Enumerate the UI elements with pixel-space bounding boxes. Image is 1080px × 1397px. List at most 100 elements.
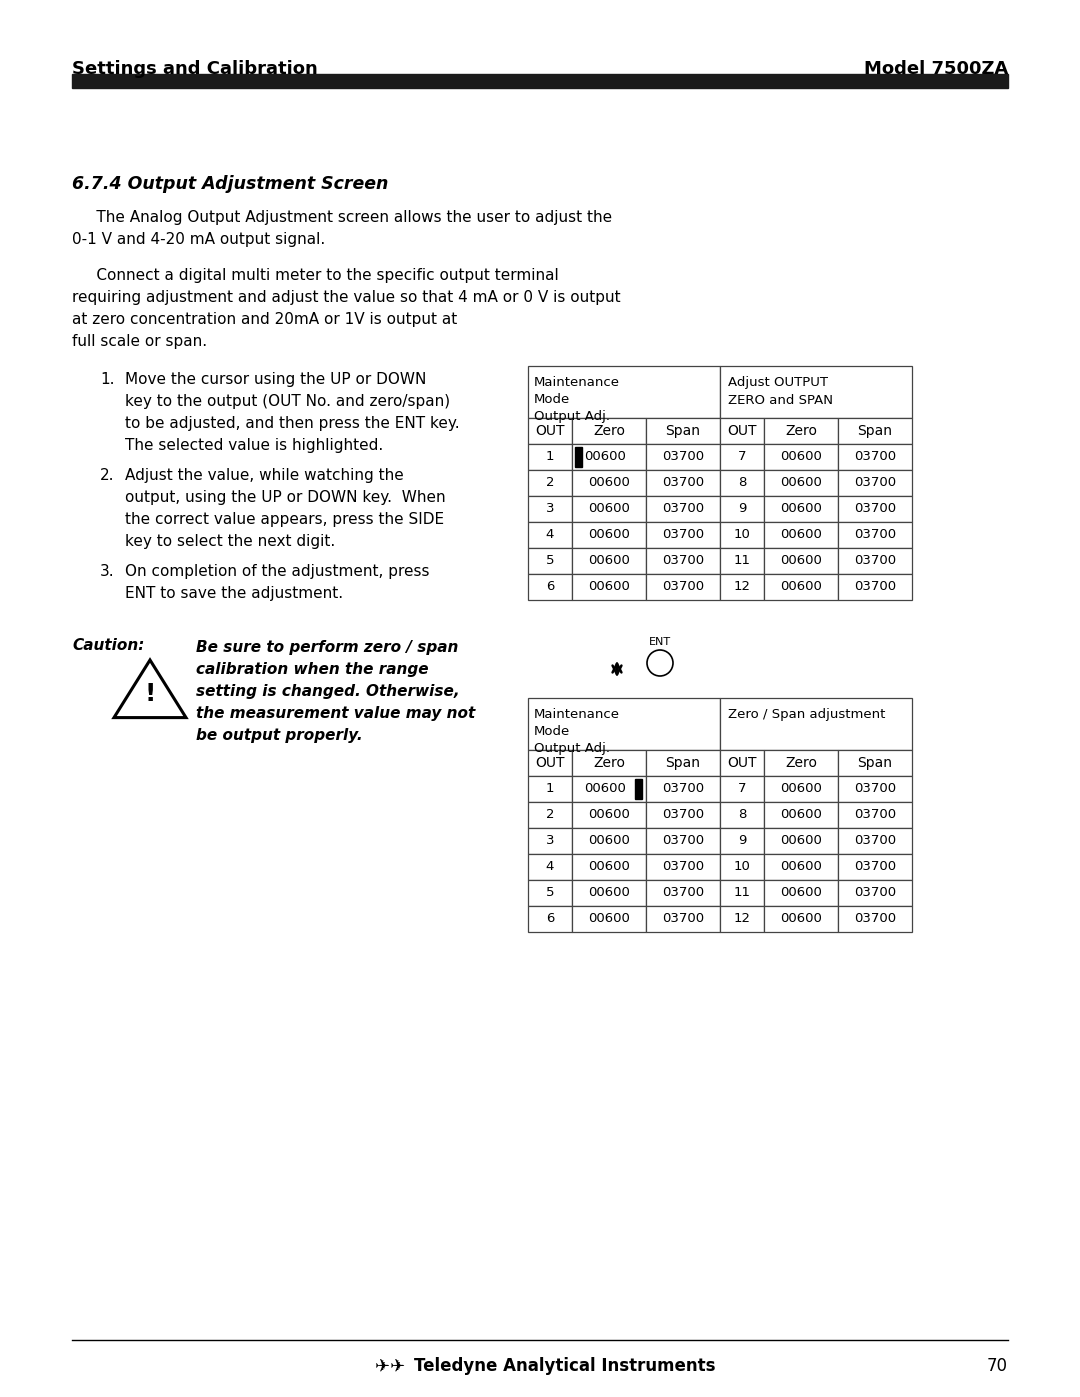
Bar (528, 907, 572, 932)
Text: setting is changed. Otherwise,: setting is changed. Otherwise, (195, 685, 460, 698)
Bar (764, 854, 838, 880)
Text: 03700: 03700 (854, 912, 896, 925)
Bar (572, 802, 646, 828)
Text: 00600: 00600 (589, 912, 630, 925)
Text: 00600: 00600 (780, 476, 822, 489)
Bar (720, 418, 764, 444)
Text: 9: 9 (738, 503, 746, 515)
Text: Mode: Mode (534, 725, 570, 738)
Text: Model 7500ZA: Model 7500ZA (864, 60, 1008, 78)
Text: Teledyne Analytical Instruments: Teledyne Analytical Instruments (414, 1356, 715, 1375)
Text: Adjust OUTPUT: Adjust OUTPUT (728, 376, 828, 388)
Text: 03700: 03700 (662, 887, 704, 900)
Bar (764, 775, 838, 802)
Text: 03700: 03700 (854, 782, 896, 795)
Text: OUT: OUT (536, 756, 565, 770)
Text: 00600: 00600 (589, 476, 630, 489)
Text: Zero: Zero (593, 425, 625, 439)
Text: 5: 5 (545, 555, 554, 567)
Text: 03700: 03700 (662, 581, 704, 594)
Text: Maintenance: Maintenance (534, 708, 620, 721)
Text: OUT: OUT (727, 756, 757, 770)
Text: 03700: 03700 (854, 834, 896, 848)
Text: Output Adj.: Output Adj. (534, 742, 610, 754)
Bar (764, 802, 838, 828)
Bar (720, 907, 764, 932)
Bar (572, 907, 646, 932)
Bar (838, 418, 912, 444)
Text: 00600: 00600 (780, 450, 822, 464)
Bar (528, 802, 572, 828)
Text: 00600: 00600 (589, 503, 630, 515)
Text: 7: 7 (738, 450, 746, 464)
Text: 03700: 03700 (662, 912, 704, 925)
Text: Move the cursor using the UP or DOWN: Move the cursor using the UP or DOWN (125, 372, 427, 387)
Bar (764, 522, 838, 548)
Bar (572, 775, 646, 802)
Bar (764, 496, 838, 522)
Bar (572, 880, 646, 907)
Text: Zero: Zero (593, 756, 625, 770)
Text: 00600: 00600 (584, 782, 626, 795)
Text: 00600: 00600 (780, 834, 822, 848)
Bar (646, 802, 720, 828)
Bar (646, 496, 720, 522)
Text: 70: 70 (987, 1356, 1008, 1375)
Text: 00600: 00600 (589, 834, 630, 848)
Text: 3: 3 (545, 834, 554, 848)
Bar (720, 880, 764, 907)
Text: ENT to save the adjustment.: ENT to save the adjustment. (125, 585, 343, 601)
Bar (764, 750, 838, 775)
Bar (838, 444, 912, 469)
Text: 00600: 00600 (780, 528, 822, 542)
Text: 00600: 00600 (780, 887, 822, 900)
Bar (572, 828, 646, 854)
Text: OUT: OUT (536, 425, 565, 439)
Bar (720, 522, 764, 548)
Text: The selected value is highlighted.: The selected value is highlighted. (125, 439, 383, 453)
Bar (720, 548, 764, 574)
Text: 03700: 03700 (662, 555, 704, 567)
Text: 3.: 3. (100, 564, 114, 578)
Text: 03700: 03700 (854, 581, 896, 594)
Bar (838, 548, 912, 574)
Text: 6: 6 (545, 581, 554, 594)
Text: Span: Span (858, 756, 892, 770)
Bar (646, 880, 720, 907)
Bar (528, 854, 572, 880)
Bar (572, 418, 646, 444)
Text: Adjust the value, while watching the: Adjust the value, while watching the (125, 468, 404, 483)
Text: 6: 6 (545, 912, 554, 925)
Text: 8: 8 (738, 809, 746, 821)
Text: 00600: 00600 (589, 809, 630, 821)
Bar (720, 828, 764, 854)
Bar (838, 775, 912, 802)
Text: key to the output (OUT No. and zero/span): key to the output (OUT No. and zero/span… (125, 394, 450, 409)
Bar (572, 548, 646, 574)
Bar (646, 750, 720, 775)
Text: Caution:: Caution: (72, 638, 145, 652)
Text: 03700: 03700 (662, 476, 704, 489)
Text: 00600: 00600 (589, 861, 630, 873)
Text: 10: 10 (733, 528, 751, 542)
Text: Output Adj.: Output Adj. (534, 409, 610, 423)
Bar (838, 469, 912, 496)
Bar (838, 574, 912, 599)
Text: 9: 9 (738, 834, 746, 848)
Bar (764, 880, 838, 907)
Bar (646, 907, 720, 932)
Text: Be sure to perform zero / span: Be sure to perform zero / span (195, 640, 458, 655)
Text: 03700: 03700 (854, 503, 896, 515)
Bar (838, 854, 912, 880)
Bar (528, 698, 720, 750)
Bar (764, 444, 838, 469)
Bar (720, 854, 764, 880)
Bar (646, 828, 720, 854)
Bar (720, 366, 912, 418)
Text: 03700: 03700 (662, 809, 704, 821)
Text: Mode: Mode (534, 393, 570, 407)
Text: 2: 2 (545, 809, 554, 821)
Text: Zero: Zero (785, 756, 816, 770)
Text: 4: 4 (545, 861, 554, 873)
Text: 1.: 1. (100, 372, 114, 387)
